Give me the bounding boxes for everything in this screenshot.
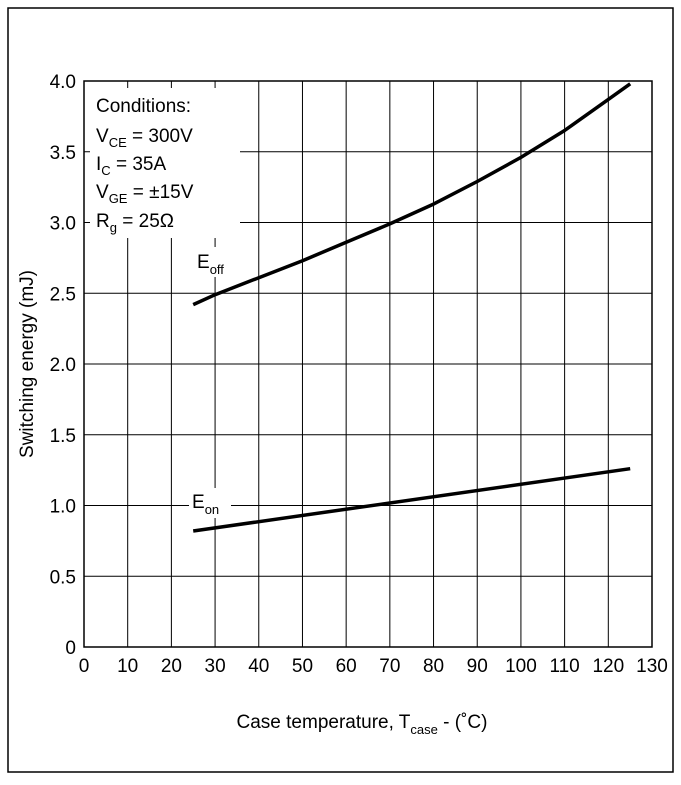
conditions-box [90,88,240,238]
condition-vce-sub: CE [109,135,127,150]
x-tick-label: 100 [505,656,537,677]
condition-vce-main: V [96,126,109,147]
x-tick-label: 120 [592,656,624,677]
conditions-annotation: Conditions: VCE = 300V IC = 35A VGE = ±1… [90,88,240,238]
y-tick-label: 2.5 [50,284,76,305]
series-line-Eoff [192,82,632,307]
series-lines [192,82,632,533]
y-tick-label: 0.5 [50,567,76,588]
x-axis-label: Case temperature, Tcase - (˚C) [237,712,488,737]
condition-vge-rest: = ±15V [127,182,193,203]
x-tick-label: 40 [248,656,269,677]
y-tick-label: 0 [65,638,76,659]
series-label-eoff-main: E [197,252,210,273]
condition-rg: Rg = 25Ω [96,211,174,235]
series-label-eoff-bg [194,247,236,277]
series-line-Eon [192,466,631,533]
y-tick-label: 1.5 [50,426,76,447]
x-axis-label-sub: case [410,722,437,737]
condition-vge: VGE = ±15V [96,182,194,206]
x-tick-label: 50 [292,656,313,677]
x-tick-label: 110 [549,656,579,677]
series-label-eon-main: E [192,492,205,513]
x-axis-label-main: Case temperature, T [237,712,411,733]
y-tick-label: 3.5 [50,143,76,164]
x-tick-label: 60 [336,656,357,677]
x-tick-label: 90 [467,656,488,677]
x-tick-label: 10 [117,656,138,677]
grid [83,80,653,648]
y-tick-label: 3.0 [50,214,76,235]
condition-vce: VCE = 300V [96,126,193,150]
condition-ic-rest: = 35A [111,154,167,175]
y-tick-label: 2.0 [50,355,76,376]
x-axis-label-tail: - (˚C) [438,712,488,733]
condition-vce-rest: = 300V [127,126,193,147]
condition-ic-main: I [96,154,101,175]
x-tick-label: 0 [79,656,90,677]
y-axis-label: Switching energy (mJ) [17,270,38,458]
condition-rg-main: R [96,211,110,232]
condition-ic: IC = 35A [96,154,166,178]
outer-border [7,7,674,773]
x-tick-label: 130 [636,656,668,677]
y-tick-label: 1.0 [50,497,76,518]
y-tick-label: 4.0 [50,72,76,93]
plot-border [83,80,653,648]
condition-ic-sub: C [101,163,110,178]
series-label-eon-text: Eon [192,492,219,517]
condition-vge-main: V [96,182,109,203]
series-label-eon-bg [189,488,231,518]
series-label-eoff-sub: off [210,262,225,277]
series-label-eon-sub: on [205,502,219,517]
x-tick-label: 70 [379,656,400,677]
series-label-eon: Eon [189,488,231,518]
condition-rg-rest: = 25Ω [117,211,174,232]
x-tick-labels: 0 10 20 30 40 50 60 70 80 90 100 110 120 130 [79,656,668,677]
series-label-eoff: Eoff [194,247,236,277]
conditions-title: Conditions: [96,96,191,117]
x-tick-label: 80 [423,656,444,677]
x-tick-label: 30 [205,656,226,677]
x-tick-label: 20 [161,656,182,677]
series-label-eoff-text: Eoff [197,252,224,277]
y-tick-labels: 0 0.5 1.0 1.5 2.0 2.5 3.0 3.5 4.0 [50,72,76,659]
condition-rg-sub: g [110,220,117,235]
condition-vge-sub: GE [109,191,128,206]
